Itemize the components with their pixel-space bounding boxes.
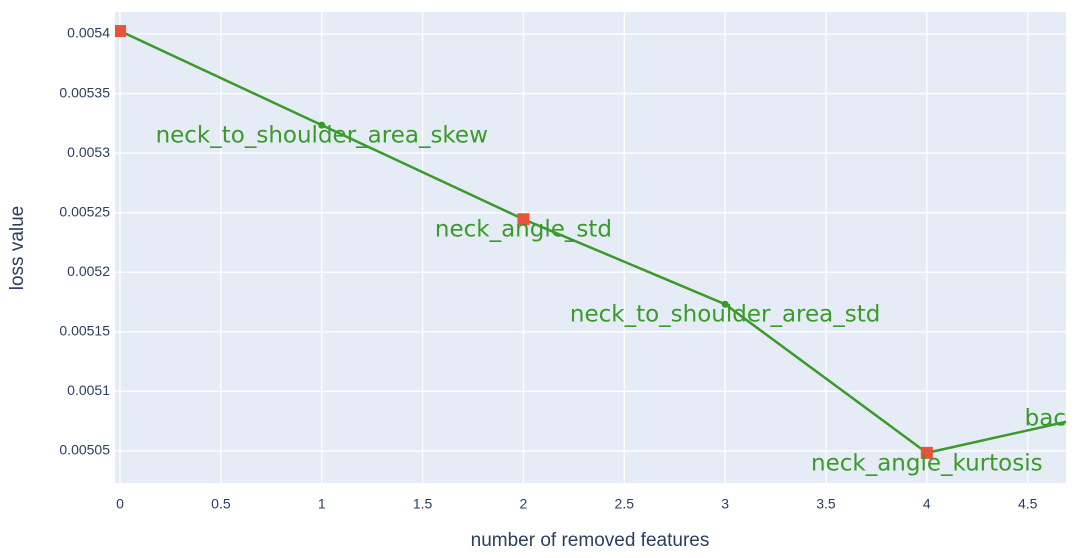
point-label: neck_to_shoulder_area_skew <box>156 123 488 149</box>
x-tick-label: 4.5 <box>1018 496 1038 512</box>
marker <box>517 213 530 226</box>
point-label: neck_to_shoulder_area_std <box>570 302 880 328</box>
x-tick-label: 3 <box>721 496 729 512</box>
x-tick-label: 1.5 <box>413 496 433 512</box>
y-tick-label: 0.0053 <box>67 144 110 160</box>
y-tick-label: 0.00505 <box>59 442 110 458</box>
y-tick-label: 0.00535 <box>59 84 110 100</box>
x-tick-label: 0.5 <box>211 496 231 512</box>
marker <box>115 25 127 38</box>
grid <box>115 12 1066 483</box>
x-tick-label: 1 <box>318 496 326 512</box>
y-axis-title: loss value <box>7 206 28 291</box>
y-tick-label: 0.00525 <box>59 203 110 219</box>
marker <box>721 300 729 308</box>
y-tick-label: 0.00515 <box>59 322 110 338</box>
plot-area: neck_to_shoulder_area_skew neck_angle_std… <box>115 25 1066 476</box>
x-tick-label: 2 <box>520 496 528 512</box>
point-label: neck_angle_kurtosis <box>811 450 1043 476</box>
marker <box>920 446 933 459</box>
x-tick-label: 3.5 <box>816 496 836 512</box>
x-tick-label: 0 <box>116 496 124 512</box>
point-label: neck_angle_std <box>435 217 612 243</box>
y-tick-label: 0.0051 <box>67 382 110 398</box>
axes: 0.00505 0.0051 0.00515 0.0052 0.00525 0.0053 0… <box>59 25 1037 512</box>
x-axis-title: number of removed features <box>471 530 710 551</box>
y-tick-label: 0.0054 <box>67 25 110 41</box>
x-tick-label: 2.5 <box>615 496 635 512</box>
series-line <box>119 29 1066 455</box>
marker <box>318 121 326 129</box>
point-label: bac <box>1025 405 1066 431</box>
x-tick-label: 4 <box>923 496 931 512</box>
y-tick-label: 0.0052 <box>67 263 110 279</box>
